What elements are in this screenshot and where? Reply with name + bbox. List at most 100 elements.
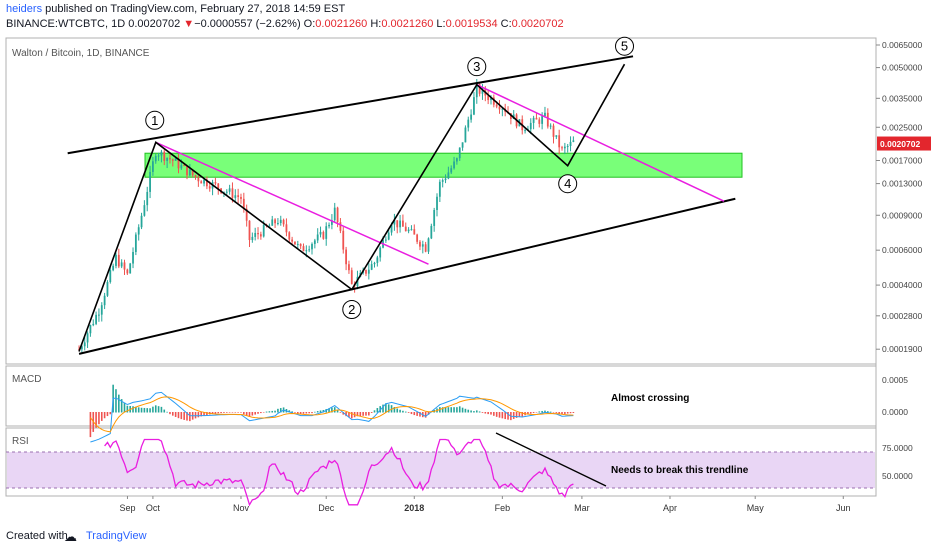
macd-histogram-bar [461,407,464,413]
candle-body [313,240,316,244]
candle-body [188,169,191,176]
time-tick-label: Oct [146,503,161,513]
macd-histogram-bar [245,412,248,416]
candle-body [444,178,447,181]
macd-histogram-bar [569,412,572,414]
macd-histogram-bar [254,412,256,415]
macd-histogram-bar [467,409,470,413]
macd-histogram-bar [265,411,268,413]
macd-histogram-bar [478,411,481,413]
candle-body [285,224,288,233]
wave-label: 2 [348,302,355,317]
candle-body [524,130,526,132]
macd-histogram-bar [180,412,183,420]
candle-body [100,305,103,315]
candle-body [277,222,279,224]
macd-histogram-bar [427,412,430,415]
macd-histogram-bar [456,407,458,413]
wave-label: 3 [473,59,480,74]
macd-histogram-bar [348,412,350,418]
macd-histogram-bar [368,412,370,416]
candle-body [430,225,433,239]
time-tick-label: Nov [233,503,250,513]
channel-line [78,197,736,355]
macd-histogram-bar [572,412,575,413]
macd-histogram-bar [174,412,177,417]
macd-histogram-bar [98,412,100,425]
candle-body [197,177,200,182]
macd-histogram-bar [123,402,126,413]
macd-histogram-bar [473,411,475,413]
macd-histogram-bar [393,406,396,413]
macd-histogram-bar [470,410,472,413]
candle-body [367,269,370,274]
macd-histogram-bar [186,412,188,421]
candle-body [177,158,180,169]
candle-body [123,262,126,270]
candle-body [180,165,183,169]
candle-body [473,97,475,115]
candle-body [282,219,285,225]
macd-histogram-bar [413,412,416,416]
time-tick-label: Jun [836,503,851,513]
rsi-tick-label: 75.0000 [882,443,913,453]
rsi-note: Needs to break this trendline [611,465,749,476]
candle-body [365,269,367,274]
candle-body [447,172,450,179]
candle-body [117,254,120,267]
macd-histogram-bar [441,407,444,413]
macd-histogram-bar [237,412,239,413]
macd-histogram-bar [521,412,524,417]
macd-histogram-bar [211,412,214,414]
candle-body [402,220,404,227]
chart-canvas[interactable]: Walton / Bitcoin, 1D, BINANCE 0.0065000 0.… [0,0,932,520]
macd-histogram-bar [504,412,506,420]
ohlc-high-label: H: [367,18,382,30]
candle-body [404,226,407,232]
macd-histogram-bar [171,412,174,416]
candle-body [166,157,169,161]
macd-histogram-bar [240,412,242,413]
candle-body [535,117,538,120]
time-tick-label: Feb [495,503,511,513]
tradingview-link[interactable]: TradingView [86,530,147,542]
macd-histogram-bar [555,412,558,413]
candle-body [458,147,461,159]
publish-line: heiders published on TradingView.com, Fe… [6,2,345,16]
ohlc-low: 0.0019534 [445,18,498,30]
macd-histogram-bar [447,407,450,413]
candle-body [370,264,373,270]
candle-body [271,219,274,226]
macd-histogram-bar [257,412,259,414]
candle-body [529,122,532,130]
candle-body [424,244,427,252]
candle-body [438,181,441,197]
macd-histogram-bar [561,412,563,415]
ohlc-open: 0.0021260 [315,18,368,30]
candle-body [478,84,481,94]
candle-body [183,165,186,167]
candle-body [427,238,430,252]
macd-histogram-bar [458,406,461,413]
macd-histogram-bar [532,412,535,414]
candle-body [95,314,97,324]
author-link[interactable]: heiders [6,3,43,15]
candle-body [112,265,115,271]
macd-histogram-bar [453,407,455,413]
macd-histogram-bar [515,412,518,418]
macd-histogram-bar [154,405,157,413]
price-tick-label: 0.0001900 [882,344,922,354]
wave-label-circle [342,300,362,320]
candle-body [455,158,458,162]
macd-histogram-bar [518,412,521,418]
candle-body [467,119,470,128]
candle-body [208,186,211,189]
wave-label: 1 [151,113,158,128]
time-tick-label: Dec [318,503,335,513]
macd-histogram-bar [379,406,381,413]
candle-body [345,249,347,265]
macd-histogram-bar [231,412,234,413]
macd-label: MACD [12,374,41,385]
macd-histogram-bar [271,410,274,413]
ohlc-high: 0.0021260 [381,18,434,30]
